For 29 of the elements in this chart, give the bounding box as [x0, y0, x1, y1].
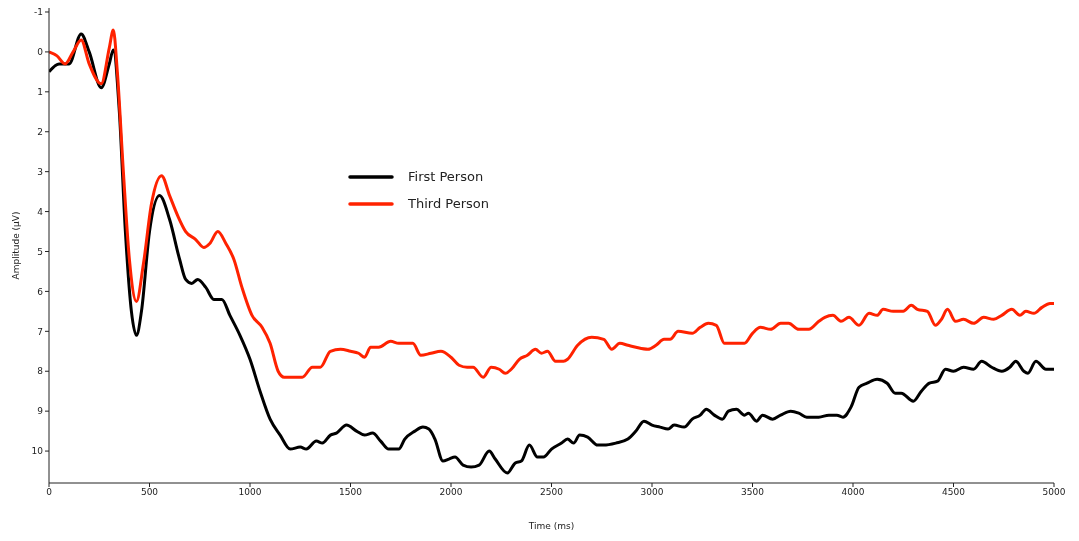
y-tick-label: 7: [37, 326, 43, 337]
legend-label: First Person: [408, 169, 484, 184]
x-tick-label: 500: [140, 487, 159, 498]
x-tick-label: 3000: [640, 487, 664, 498]
x-tick-label: 4000: [841, 487, 865, 498]
y-tick-label: 8: [37, 366, 44, 377]
y-tick-label: -1: [34, 7, 43, 18]
x-tick-label: 3500: [741, 487, 765, 498]
y-tick-label: 1: [37, 87, 43, 98]
y-tick-label: 9: [37, 406, 44, 417]
legend-label: Third Person: [408, 196, 489, 211]
y-tick-label: 2: [37, 126, 43, 137]
x-axis-title: Time (ms): [528, 521, 575, 531]
x-tick-label: 4500: [942, 487, 966, 498]
y-axis-title: Amplitude (µV): [11, 211, 22, 280]
y-tick-label: 3: [37, 166, 43, 177]
line-series: [49, 28, 1054, 379]
y-tick-label: 10: [31, 446, 44, 457]
y-tick-label: 5: [37, 246, 43, 257]
x-tick-label: 1000: [238, 487, 262, 498]
x-tick-label: 5000: [1042, 487, 1066, 498]
x-tick-label: 0: [46, 487, 53, 498]
x-tick-label: 1500: [339, 487, 363, 498]
y-tick-label: 4: [37, 206, 44, 217]
line-series: [49, 32, 1054, 475]
y-tick-label: 6: [37, 286, 44, 297]
x-tick-label: 2000: [439, 487, 463, 498]
x-tick-label: 2500: [540, 487, 564, 498]
y-tick-label: 0: [37, 47, 44, 58]
